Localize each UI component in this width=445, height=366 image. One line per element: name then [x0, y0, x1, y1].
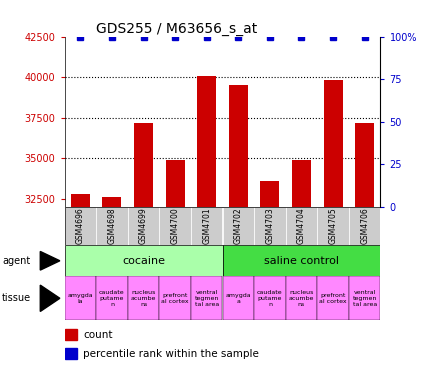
Bar [324, 81, 343, 207]
Text: count: count [84, 329, 113, 340]
Bar [191, 207, 222, 245]
Text: prefront
al cortex: prefront al cortex [319, 293, 347, 304]
Bar [286, 207, 317, 245]
Bar [134, 123, 153, 207]
Text: nucleus
acumbe
ns: nucleus acumbe ns [289, 290, 314, 307]
Text: caudate
putame
n: caudate putame n [257, 290, 283, 307]
Bar [222, 276, 254, 320]
Bar [128, 207, 159, 245]
Text: prefront
al cortex: prefront al cortex [161, 293, 189, 304]
Bar [286, 276, 317, 320]
Text: amygda
a: amygda a [226, 293, 251, 304]
Bar [260, 181, 279, 207]
Text: caudate
putame
n: caudate putame n [99, 290, 125, 307]
Bar [349, 276, 380, 320]
Text: GSM4703: GSM4703 [265, 208, 275, 244]
Bar [317, 207, 349, 245]
Text: ventral
tegmen
tal area: ventral tegmen tal area [352, 290, 377, 307]
Text: tissue: tissue [2, 293, 31, 303]
Bar [166, 160, 185, 207]
Bar [96, 276, 128, 320]
Text: GSM4704: GSM4704 [297, 208, 306, 244]
Bar [229, 85, 248, 207]
Bar [159, 207, 191, 245]
Bar [71, 194, 90, 207]
Text: agent: agent [2, 256, 30, 266]
Bar [317, 276, 349, 320]
Text: amygda
la: amygda la [68, 293, 93, 304]
Bar [349, 207, 380, 245]
Text: GSM4706: GSM4706 [360, 208, 369, 244]
Bar [222, 207, 254, 245]
Text: cocaine: cocaine [122, 256, 165, 266]
Text: GSM4705: GSM4705 [328, 208, 338, 244]
Bar [197, 75, 216, 207]
Bar [355, 123, 374, 207]
Bar [65, 245, 222, 276]
Bar [292, 160, 311, 207]
Bar [65, 329, 77, 340]
Text: nucleus
acumbe
ns: nucleus acumbe ns [131, 290, 156, 307]
Text: saline control: saline control [264, 256, 339, 266]
Bar [254, 276, 286, 320]
Text: percentile rank within the sample: percentile rank within the sample [84, 348, 259, 359]
Bar [191, 276, 222, 320]
Bar [102, 197, 121, 207]
Bar [159, 276, 191, 320]
Bar [222, 245, 380, 276]
Bar [65, 207, 96, 245]
Text: GSM4701: GSM4701 [202, 208, 211, 244]
Bar [254, 207, 286, 245]
Polygon shape [40, 285, 60, 311]
Polygon shape [40, 251, 60, 270]
Text: GSM4696: GSM4696 [76, 208, 85, 244]
Bar [65, 348, 77, 359]
Text: GSM4699: GSM4699 [139, 208, 148, 244]
Text: GSM4698: GSM4698 [107, 208, 117, 244]
Text: GSM4702: GSM4702 [234, 208, 243, 244]
Text: GSM4700: GSM4700 [170, 208, 180, 244]
Text: ventral
tegmen
tal area: ventral tegmen tal area [194, 290, 219, 307]
Bar [65, 276, 96, 320]
Text: GDS255 / M63656_s_at: GDS255 / M63656_s_at [96, 22, 257, 36]
Bar [96, 207, 128, 245]
Bar [128, 276, 159, 320]
